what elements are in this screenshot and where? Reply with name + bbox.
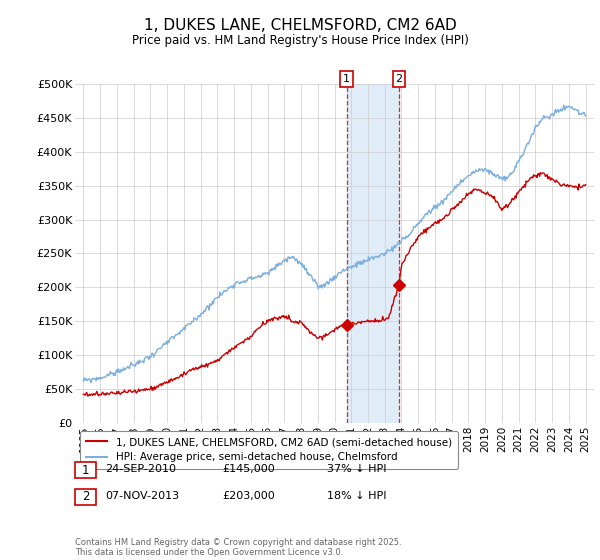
FancyBboxPatch shape [75,489,96,505]
Text: £145,000: £145,000 [222,464,275,474]
Text: 18% ↓ HPI: 18% ↓ HPI [327,491,386,501]
Bar [347,84,399,423]
Text: Price paid vs. HM Land Registry's House Price Index (HPI): Price paid vs. HM Land Registry's House … [131,34,469,46]
Text: 1: 1 [343,74,350,84]
Text: 2: 2 [82,490,89,503]
Text: 24-SEP-2010: 24-SEP-2010 [105,464,176,474]
Text: 1, DUKES LANE, CHELMSFORD, CM2 6AD: 1, DUKES LANE, CHELMSFORD, CM2 6AD [143,18,457,33]
Text: £203,000: £203,000 [222,491,275,501]
Text: Contains HM Land Registry data © Crown copyright and database right 2025.
This d: Contains HM Land Registry data © Crown c… [75,538,401,557]
Text: 37% ↓ HPI: 37% ↓ HPI [327,464,386,474]
FancyBboxPatch shape [75,463,96,478]
Legend: 1, DUKES LANE, CHELMSFORD, CM2 6AD (semi-detached house), HPI: Average price, se: 1, DUKES LANE, CHELMSFORD, CM2 6AD (semi… [80,431,458,469]
Text: 1: 1 [82,464,89,477]
Text: 07-NOV-2013: 07-NOV-2013 [105,491,179,501]
Text: 2: 2 [395,74,403,84]
